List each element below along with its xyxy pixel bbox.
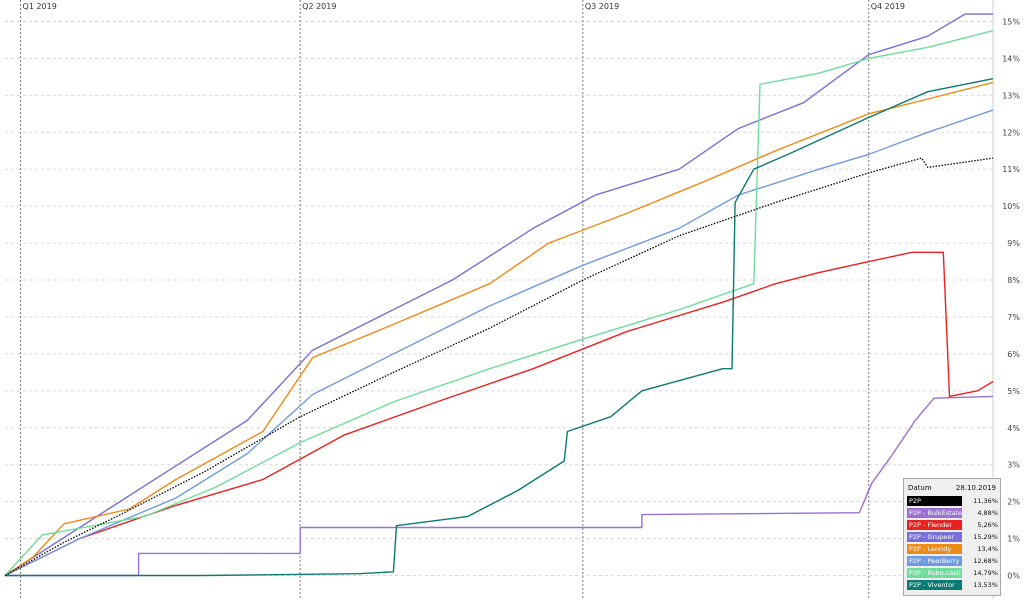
legend-item: P2P - Viventor 13,53% [904,579,1000,591]
legend-item-value: 5,26% [977,521,998,529]
legend-item: P2P - Robo.cash 14,79% [904,567,1000,579]
series-line-p2p-lenndy [4,81,994,577]
quarter-label: Q1 2019 [23,2,57,11]
legend-item-label: P2P - BulkEstate [907,508,962,518]
legend-item-value: 13,53% [973,581,998,589]
y-tick-label: 15% [1002,17,1020,26]
legend-item-label: P2P - Viventor [907,580,962,590]
quarter-label: Q2 2019 [302,2,336,11]
legend-item-value: 14,79% [973,569,998,577]
legend-date-label: Datum [908,484,932,492]
series-line-p2p-viventor [5,78,994,577]
legend-item-value: 12,68% [973,557,998,565]
legend-item-label: P2P - Flender [907,520,962,530]
y-tick-label: 12% [1002,128,1020,137]
y-tick-label: 14% [1002,54,1020,63]
legend-item-label: P2P - Robo.cash [907,568,962,578]
y-tick-label: 0% [1007,572,1020,581]
legend-rows: P2P 11,36% P2P - BulkEstate 4,88% P2P - Flen… [904,495,1000,591]
legend-item-value: 13,4% [977,545,998,553]
legend-item-label: P2P - PeerBerry [907,556,962,566]
series-line-p2p-flender [4,251,994,577]
y-tick-label: 7% [1007,313,1020,322]
legend-date-value: 28.10.2019 [955,484,996,492]
legend-item-label: P2P [907,496,962,506]
y-tick-label: 5% [1007,387,1020,396]
y-tick-label: 2% [1007,498,1020,507]
series-line-p2p-bulkestate [5,395,994,577]
y-tick-label: 13% [1002,91,1020,100]
series-line-p2p-peerberry [4,109,994,577]
y-tick-label: 9% [1007,239,1020,248]
quarter-label: Q4 2019 [871,2,905,11]
legend-item: P2P - Flender 5,26% [904,519,1000,531]
y-tick-label: 10% [1002,202,1020,211]
legend-item-value: 4,88% [977,509,998,517]
y-tick-label: 4% [1007,424,1020,433]
legend-item: P2P 11,36% [904,495,1000,507]
legend-item: P2P - PeerBerry 12,68% [904,555,1000,567]
legend-item-value: 11,36% [973,497,998,505]
series-line-p2p-robo-cash [4,30,994,576]
legend-item-label: P2P - Lenndy [907,544,962,554]
legend-item: P2P - BulkEstate 4,88% [904,507,1000,519]
legend-item-label: P2P - Grupeer [907,532,962,542]
legend-item: P2P - Grupeer 15,29% [904,531,1000,543]
y-tick-label: 1% [1007,535,1020,544]
legend-header: Datum 28.10.2019 [904,479,1000,495]
legend-item: P2P - Lenndy 13,4% [904,543,1000,555]
legend-item-value: 15,29% [973,533,998,541]
series-line-p2p-grupeer [4,13,993,577]
y-tick-label: 11% [1002,165,1020,174]
y-tick-label: 3% [1007,461,1020,470]
y-tick-label: 8% [1007,276,1020,285]
quarter-label: Q3 2019 [585,2,619,11]
chart-legend: Datum 28.10.2019 P2P 11,36% P2P - BulkEsta… [903,478,1001,596]
y-tick-label: 6% [1007,350,1020,359]
